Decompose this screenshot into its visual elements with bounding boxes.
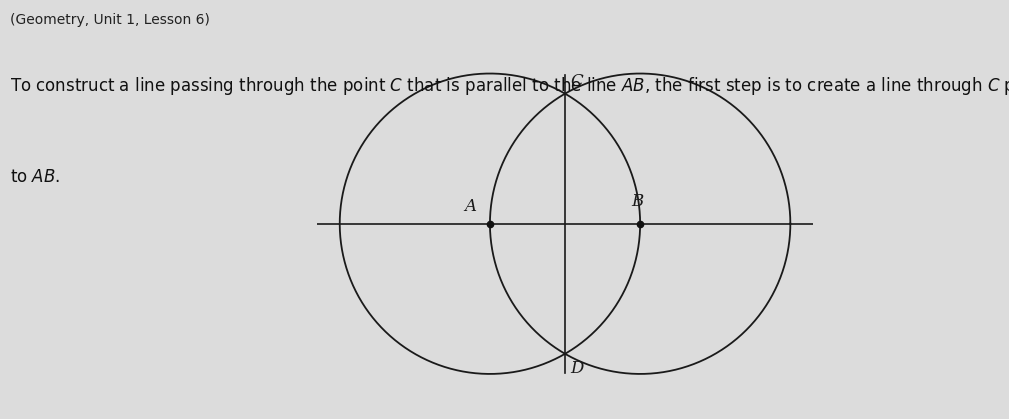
Text: A: A bbox=[464, 198, 476, 215]
Text: D: D bbox=[570, 360, 583, 377]
Text: to $AB$.: to $AB$. bbox=[10, 168, 61, 186]
Text: B: B bbox=[632, 193, 644, 210]
Text: To construct a line passing through the point $C$ that is parallel to the line $: To construct a line passing through the … bbox=[10, 75, 1009, 98]
Text: C: C bbox=[570, 73, 583, 90]
Text: (Geometry, Unit 1, Lesson 6): (Geometry, Unit 1, Lesson 6) bbox=[10, 13, 210, 26]
